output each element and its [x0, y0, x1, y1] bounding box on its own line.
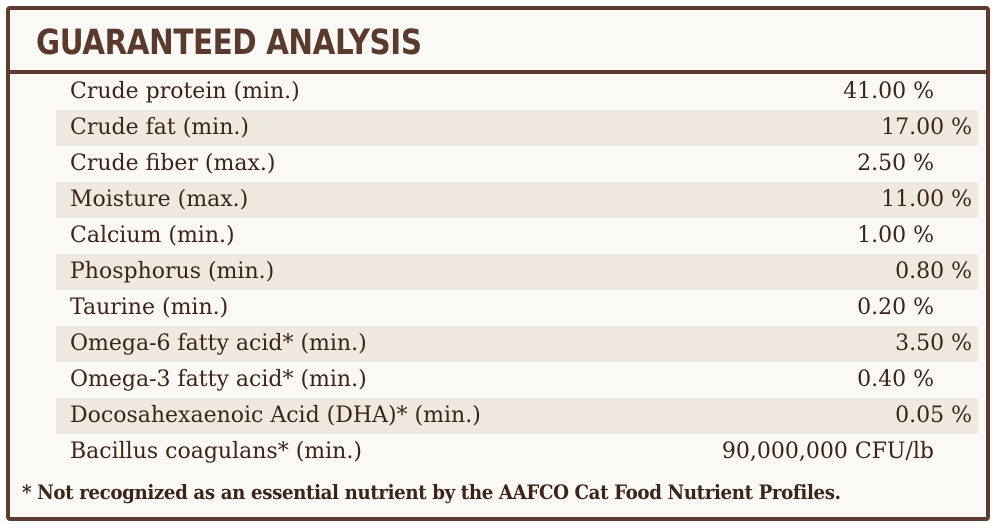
nutrient-amount: 2.50 % — [857, 151, 934, 176]
nutrient-amount: 0.05 % — [895, 403, 972, 428]
nutrient-name: Crude protein (min.) — [70, 79, 300, 104]
table-row: Crude fiber (max.) 2.50 % — [10, 146, 986, 182]
nutrient-name: Calcium (min.) — [70, 223, 235, 248]
panel-title: GUARANTEED ANALYSIS — [36, 23, 422, 63]
table-row: Docosahexaenoic Acid (DHA)* (min.) 0.05 … — [56, 398, 978, 434]
nutrient-amount: 41.00 % — [843, 79, 934, 104]
nutrient-name: Docosahexaenoic Acid (DHA)* (min.) — [70, 403, 481, 428]
nutrient-name: Taurine (min.) — [70, 295, 229, 320]
table-row: Omega-6 fatty acid* (min.) 3.50 % — [56, 326, 978, 362]
guaranteed-analysis-panel: GUARANTEED ANALYSIS Crude protein (min.)… — [6, 6, 990, 521]
nutrient-amount: 11.00 % — [881, 187, 972, 212]
nutrient-amount: 1.00 % — [857, 223, 934, 248]
nutrient-name: Omega-3 fatty acid* (min.) — [70, 367, 367, 392]
nutrient-amount: 17.00 % — [881, 115, 972, 140]
table-row: Bacillus coagulans* (min.) 90,000,000 CF… — [10, 434, 986, 470]
nutrient-name: Crude fat (min.) — [70, 115, 249, 140]
nutrient-amount: 3.50 % — [895, 331, 972, 356]
title-divider — [10, 70, 986, 74]
nutrient-amount: 90,000,000 CFU/lb — [721, 439, 934, 464]
nutrient-name: Omega-6 fatty acid* (min.) — [70, 331, 367, 356]
nutrient-name: Phosphorus (min.) — [70, 259, 275, 284]
table-row: Moisture (max.) 11.00 % — [56, 182, 978, 218]
nutrient-name: Bacillus coagulans* (min.) — [70, 439, 362, 464]
nutrient-amount: 0.40 % — [857, 367, 934, 392]
table-row: Calcium (min.) 1.00 % — [10, 218, 986, 254]
table-row: Phosphorus (min.) 0.80 % — [56, 254, 978, 290]
nutrient-amount: 0.80 % — [895, 259, 972, 284]
footnote: * Not recognized as an essential nutrien… — [22, 480, 841, 504]
nutrient-table: Crude protein (min.) 41.00 % Crude fat (… — [10, 74, 986, 470]
table-row: Omega-3 fatty acid* (min.) 0.40 % — [10, 362, 986, 398]
table-row: Taurine (min.) 0.20 % — [10, 290, 986, 326]
nutrient-name: Moisture (max.) — [70, 187, 249, 212]
nutrient-name: Crude fiber (max.) — [70, 151, 276, 176]
nutrient-amount: 0.20 % — [857, 295, 934, 320]
table-row: Crude fat (min.) 17.00 % — [56, 110, 978, 146]
table-row: Crude protein (min.) 41.00 % — [10, 74, 986, 110]
